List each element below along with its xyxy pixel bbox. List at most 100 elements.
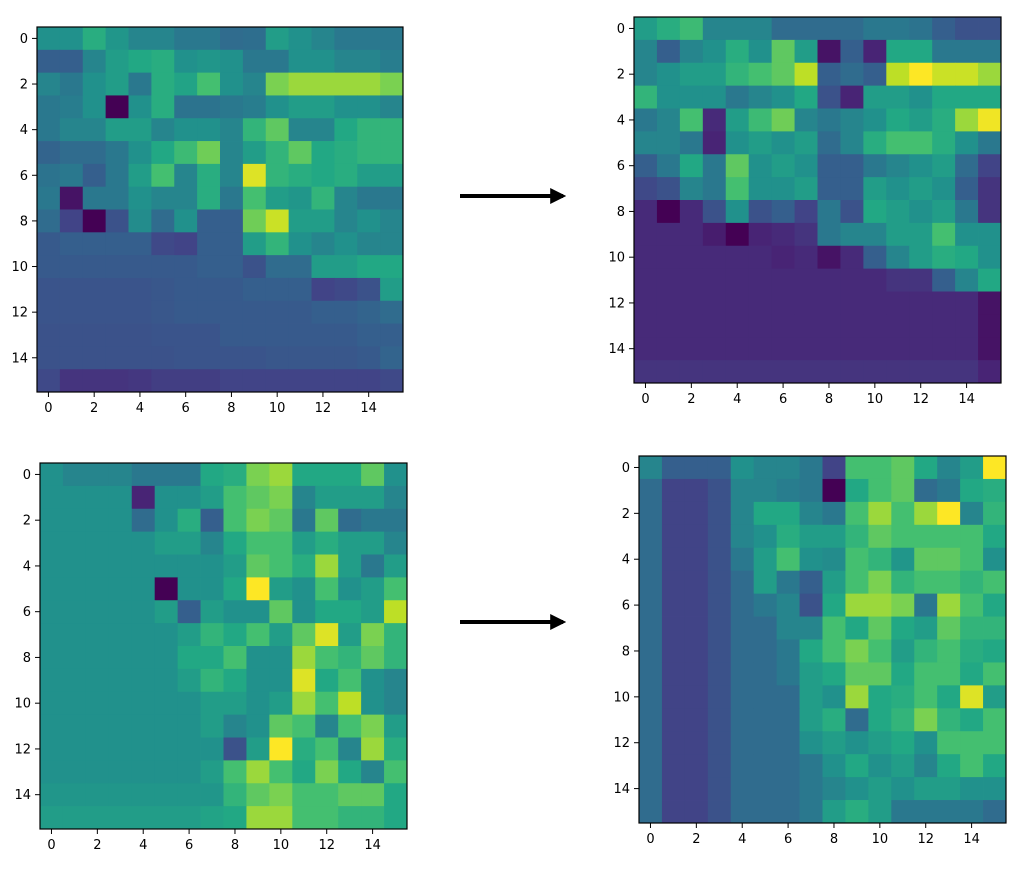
heatmap-cell	[311, 232, 335, 256]
heatmap-cell	[794, 39, 818, 64]
heatmap-cell	[639, 800, 663, 824]
heatmap-cell	[242, 300, 267, 324]
heatmap-cell	[37, 118, 61, 142]
heatmap-cell	[384, 554, 408, 578]
heatmap-cell	[380, 186, 404, 210]
heatmap-cell	[220, 186, 244, 210]
x-tick-label: 8	[231, 838, 239, 853]
heatmap-cell	[656, 245, 681, 270]
heatmap-cell	[932, 222, 956, 247]
heatmap-cell	[315, 554, 339, 578]
heatmap-cell	[246, 691, 270, 716]
heatmap-cell	[817, 177, 841, 201]
heatmap-cell	[960, 685, 984, 709]
heatmap-cell	[37, 369, 61, 393]
heatmap-cell	[334, 118, 358, 142]
heatmap-cell	[82, 49, 107, 74]
heatmap-cell	[269, 668, 293, 693]
heatmap-cell	[315, 783, 339, 807]
axes-frame	[36, 26, 404, 393]
heatmap-cell	[702, 177, 727, 201]
heatmap-cell	[730, 777, 755, 801]
heatmap-cell	[246, 600, 270, 624]
x-tick-label: 4	[738, 832, 746, 847]
heatmap-cell	[200, 668, 224, 693]
heatmap-cell	[384, 760, 408, 784]
heatmap-cell	[311, 163, 335, 188]
heatmap-cell	[840, 200, 864, 224]
heatmap-cell	[177, 508, 201, 533]
heatmap-cell	[154, 623, 179, 647]
heatmap-cell	[639, 754, 663, 778]
heatmap-cell	[131, 463, 156, 487]
heatmap-cell	[983, 501, 1007, 526]
heatmap-cell	[220, 346, 244, 370]
y-tick-label: 0	[617, 22, 625, 37]
heatmap-cell	[909, 268, 933, 292]
y-tick-label: 6	[617, 159, 625, 174]
heatmap-cell	[105, 232, 129, 256]
heatmap-cell	[753, 754, 778, 778]
heatmap-cell	[909, 200, 933, 224]
heatmap-cell	[634, 200, 658, 224]
heatmap-cell	[955, 337, 979, 361]
x-tick-label: 2	[692, 832, 700, 847]
heatmap-cell	[868, 478, 892, 503]
heatmap-cell	[914, 616, 938, 640]
heatmap-cell	[656, 222, 681, 247]
heatmap-cell	[707, 547, 732, 572]
heatmap-cell	[863, 337, 887, 361]
heatmap-cell	[220, 49, 244, 74]
heatmap-cell	[753, 570, 778, 595]
heatmap-cell	[799, 547, 823, 572]
heatmap-cell	[845, 708, 869, 732]
heatmap-cell	[909, 62, 933, 87]
heatmap-cell	[131, 577, 156, 601]
heatmap-cell	[357, 95, 381, 119]
heatmap-cell	[909, 314, 933, 338]
heatmap-cell	[315, 760, 339, 784]
heatmap-cell	[753, 777, 778, 801]
heatmap-cell	[748, 39, 773, 64]
heatmap-cell	[639, 478, 663, 503]
y-tick-label: 12	[608, 296, 625, 311]
heatmap-cell	[85, 508, 110, 533]
heatmap-cell	[799, 501, 823, 526]
heatmap-cell	[656, 39, 681, 64]
heatmap-cell	[725, 200, 750, 224]
heatmap-cell	[891, 708, 915, 732]
heatmap-cell	[197, 141, 221, 165]
heatmap-cell	[220, 209, 244, 233]
heatmap-top-left: 0 2 4 6 8 10 12 14 0 2 4 6 8 10 12 14	[11, 26, 404, 416]
heatmap-cell	[937, 456, 961, 480]
heatmap-cell	[679, 62, 704, 87]
heatmap-cell	[725, 62, 750, 87]
heatmap-cell	[707, 708, 732, 732]
heatmap-cell	[40, 760, 64, 784]
heatmap-cell	[357, 323, 381, 347]
heatmap-cell	[702, 131, 727, 155]
x-tick-label: 14	[963, 832, 980, 847]
heatmap-cell	[822, 754, 846, 778]
heatmap-cell	[639, 708, 663, 732]
heatmap-cell	[131, 508, 156, 533]
axes-frame	[633, 16, 1002, 384]
heatmap-cell	[151, 277, 175, 302]
heatmap-cell	[983, 616, 1007, 640]
heatmap-cell	[174, 369, 198, 393]
heatmap-cell	[822, 570, 846, 595]
heatmap-cell	[960, 547, 984, 572]
heatmap-cell	[220, 27, 244, 51]
heatmap-cell	[197, 95, 221, 119]
heatmap-cell	[822, 478, 846, 503]
heatmap-cell	[384, 737, 408, 761]
heatmap-cell	[661, 662, 686, 686]
x-tick-label: 0	[646, 832, 654, 847]
heatmap-cell	[914, 524, 938, 549]
heatmap-cell	[822, 456, 846, 480]
heatmap-cell	[863, 154, 887, 178]
heatmap-cell	[679, 314, 704, 338]
heatmap-cell	[840, 17, 864, 41]
heatmap-cell	[794, 268, 818, 292]
heatmap-cell	[315, 646, 339, 670]
